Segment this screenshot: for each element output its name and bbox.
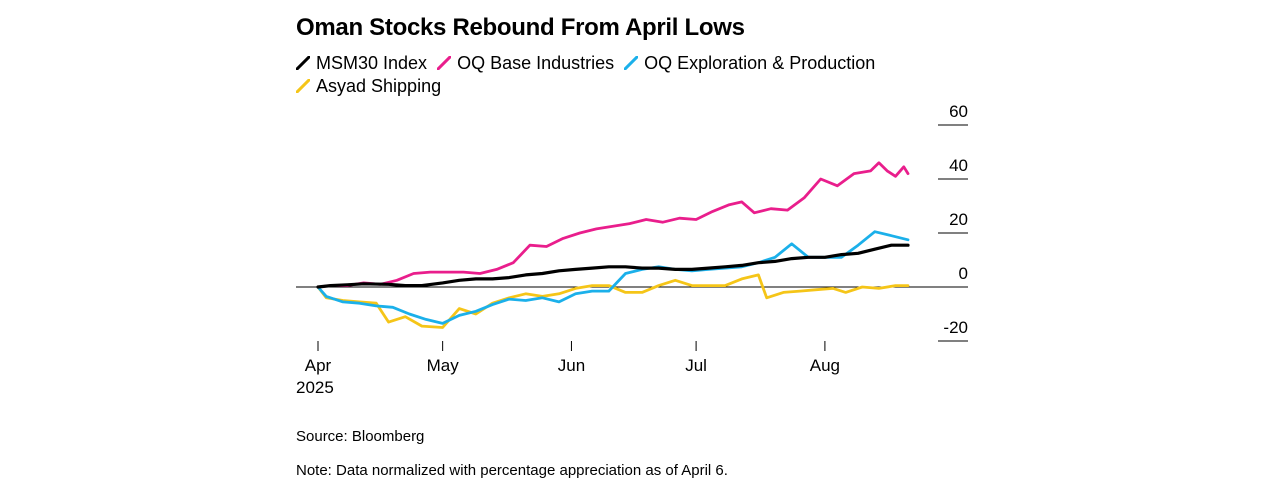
y-tick-label: 0	[959, 264, 968, 283]
x-tick-label: Jun	[558, 356, 585, 375]
series-line-asyad-shipping	[316, 273, 910, 329]
series-line-oq-base-industries	[316, 161, 910, 289]
x-tick-label: May	[427, 356, 460, 375]
legend-swatch	[296, 79, 310, 93]
chart-title: Oman Stocks Rebound From April Lows	[296, 14, 745, 41]
y-tick-label: -20	[943, 318, 968, 337]
y-tick-label: 40	[949, 156, 968, 175]
source-note: Source: Bloomberg	[296, 428, 425, 445]
legend-item: OQ Base Industries	[437, 52, 614, 75]
series-line-msm30-index	[316, 243, 910, 289]
footnote: Note: Data normalized with percentage ap…	[296, 462, 728, 479]
y-tick-label: 60	[949, 102, 968, 121]
legend-item: MSM30 Index	[296, 52, 427, 75]
legend-item: OQ Exploration & Production	[624, 52, 875, 75]
legend-label: Asyad Shipping	[316, 76, 442, 96]
legend-swatch	[624, 56, 639, 70]
legend-swatch	[437, 56, 452, 70]
legend-swatch	[296, 56, 310, 70]
legend-label: MSM30 Index	[316, 53, 428, 73]
legend: MSM30 Index OQ Base Industries OQ Explorat…	[296, 52, 936, 98]
x-tick-label: Aug	[810, 356, 840, 375]
legend-label: OQ Base Industries	[457, 53, 615, 73]
legend-label: OQ Exploration & Production	[644, 53, 876, 73]
y-tick-label: 20	[949, 210, 968, 229]
x-tick-label: Apr	[305, 356, 332, 375]
x-year-label: 2025	[296, 378, 334, 397]
legend-item: Asyad Shipping	[296, 75, 441, 98]
x-tick-label: Jul	[685, 356, 707, 375]
